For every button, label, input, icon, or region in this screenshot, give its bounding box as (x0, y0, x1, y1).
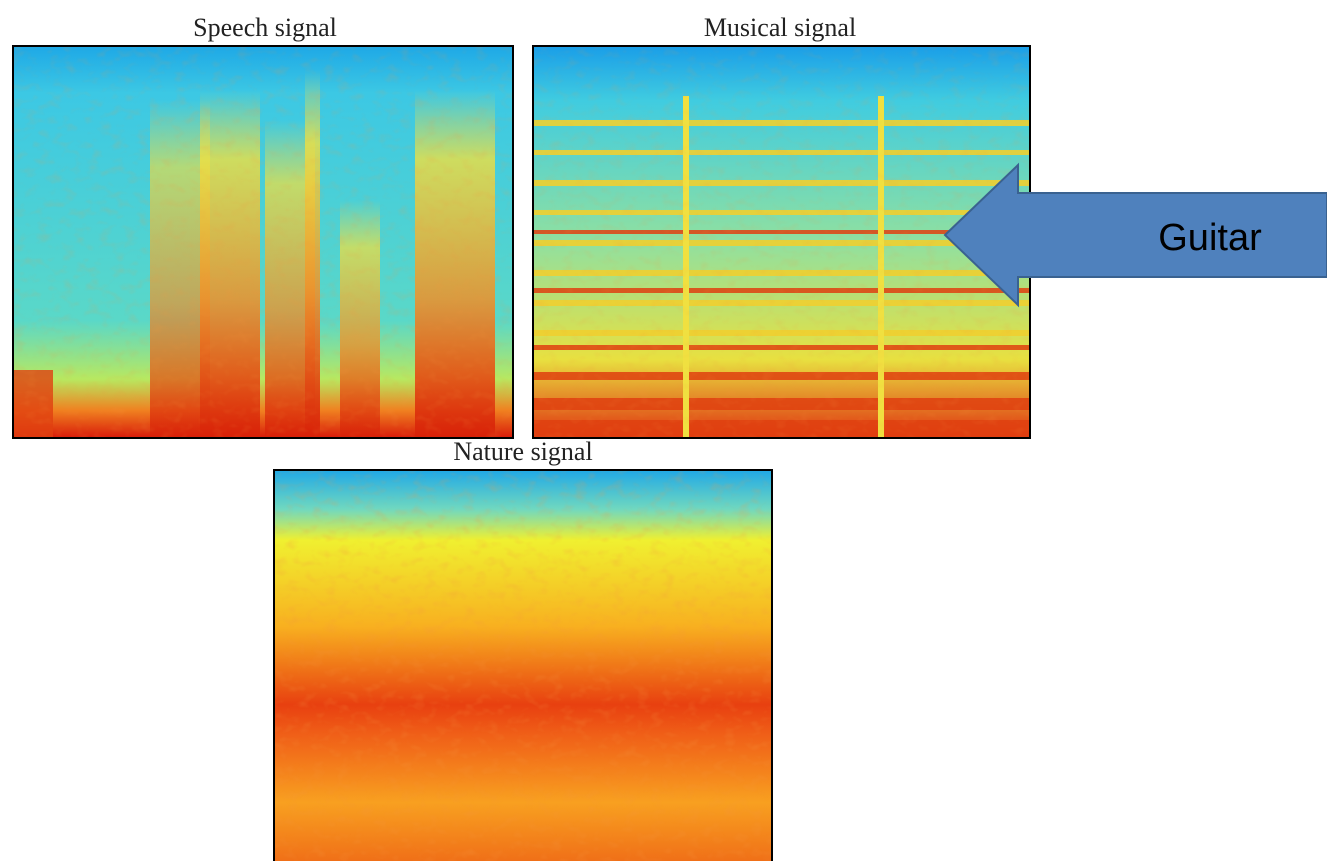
speech-spectrogram (13, 46, 513, 438)
nature-spectrogram (274, 470, 772, 861)
page: {"panels": [{"title": "Speech signal"}, … (0, 0, 1327, 861)
figure: Speech signal Musical signal Nature sign… (0, 0, 1327, 861)
panel-title: Nature signal (453, 437, 592, 466)
panel-title: Musical signal (704, 13, 856, 42)
arrow (945, 165, 1327, 305)
arrow-label: Guitar (1158, 217, 1262, 259)
panel-title: Speech signal (193, 13, 337, 42)
